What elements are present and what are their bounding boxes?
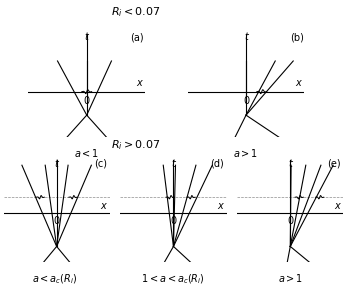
Text: x: x [136, 78, 142, 87]
Text: (e): (e) [327, 159, 341, 169]
Text: t: t [55, 159, 58, 169]
Text: t: t [172, 159, 175, 169]
Text: $1 < a < a_c(R_i)$: $1 < a < a_c(R_i)$ [141, 272, 205, 285]
Text: $a < a_c(R_i)$: $a < a_c(R_i)$ [32, 272, 78, 285]
Text: (c): (c) [94, 159, 107, 169]
Text: x: x [217, 201, 223, 211]
Text: x: x [334, 201, 339, 211]
Text: 0: 0 [170, 216, 177, 226]
Text: (b): (b) [290, 32, 303, 42]
Text: t: t [85, 32, 88, 42]
Text: $a < 1$: $a < 1$ [74, 147, 99, 159]
Text: $R_i < 0.07$: $R_i < 0.07$ [112, 6, 161, 19]
Text: (d): (d) [210, 159, 224, 169]
Text: 0: 0 [53, 216, 60, 226]
Text: x: x [100, 201, 106, 211]
Text: 0: 0 [84, 96, 90, 106]
Text: t: t [244, 32, 248, 42]
Text: 0: 0 [243, 96, 249, 106]
Text: $a > 1$: $a > 1$ [278, 272, 303, 284]
Text: (a): (a) [131, 32, 144, 42]
Text: t: t [289, 159, 292, 169]
Text: $R_i > 0.07$: $R_i > 0.07$ [112, 138, 161, 152]
Text: 0: 0 [287, 216, 293, 226]
Text: $a > 1$: $a > 1$ [233, 147, 259, 159]
Text: x: x [296, 78, 301, 87]
